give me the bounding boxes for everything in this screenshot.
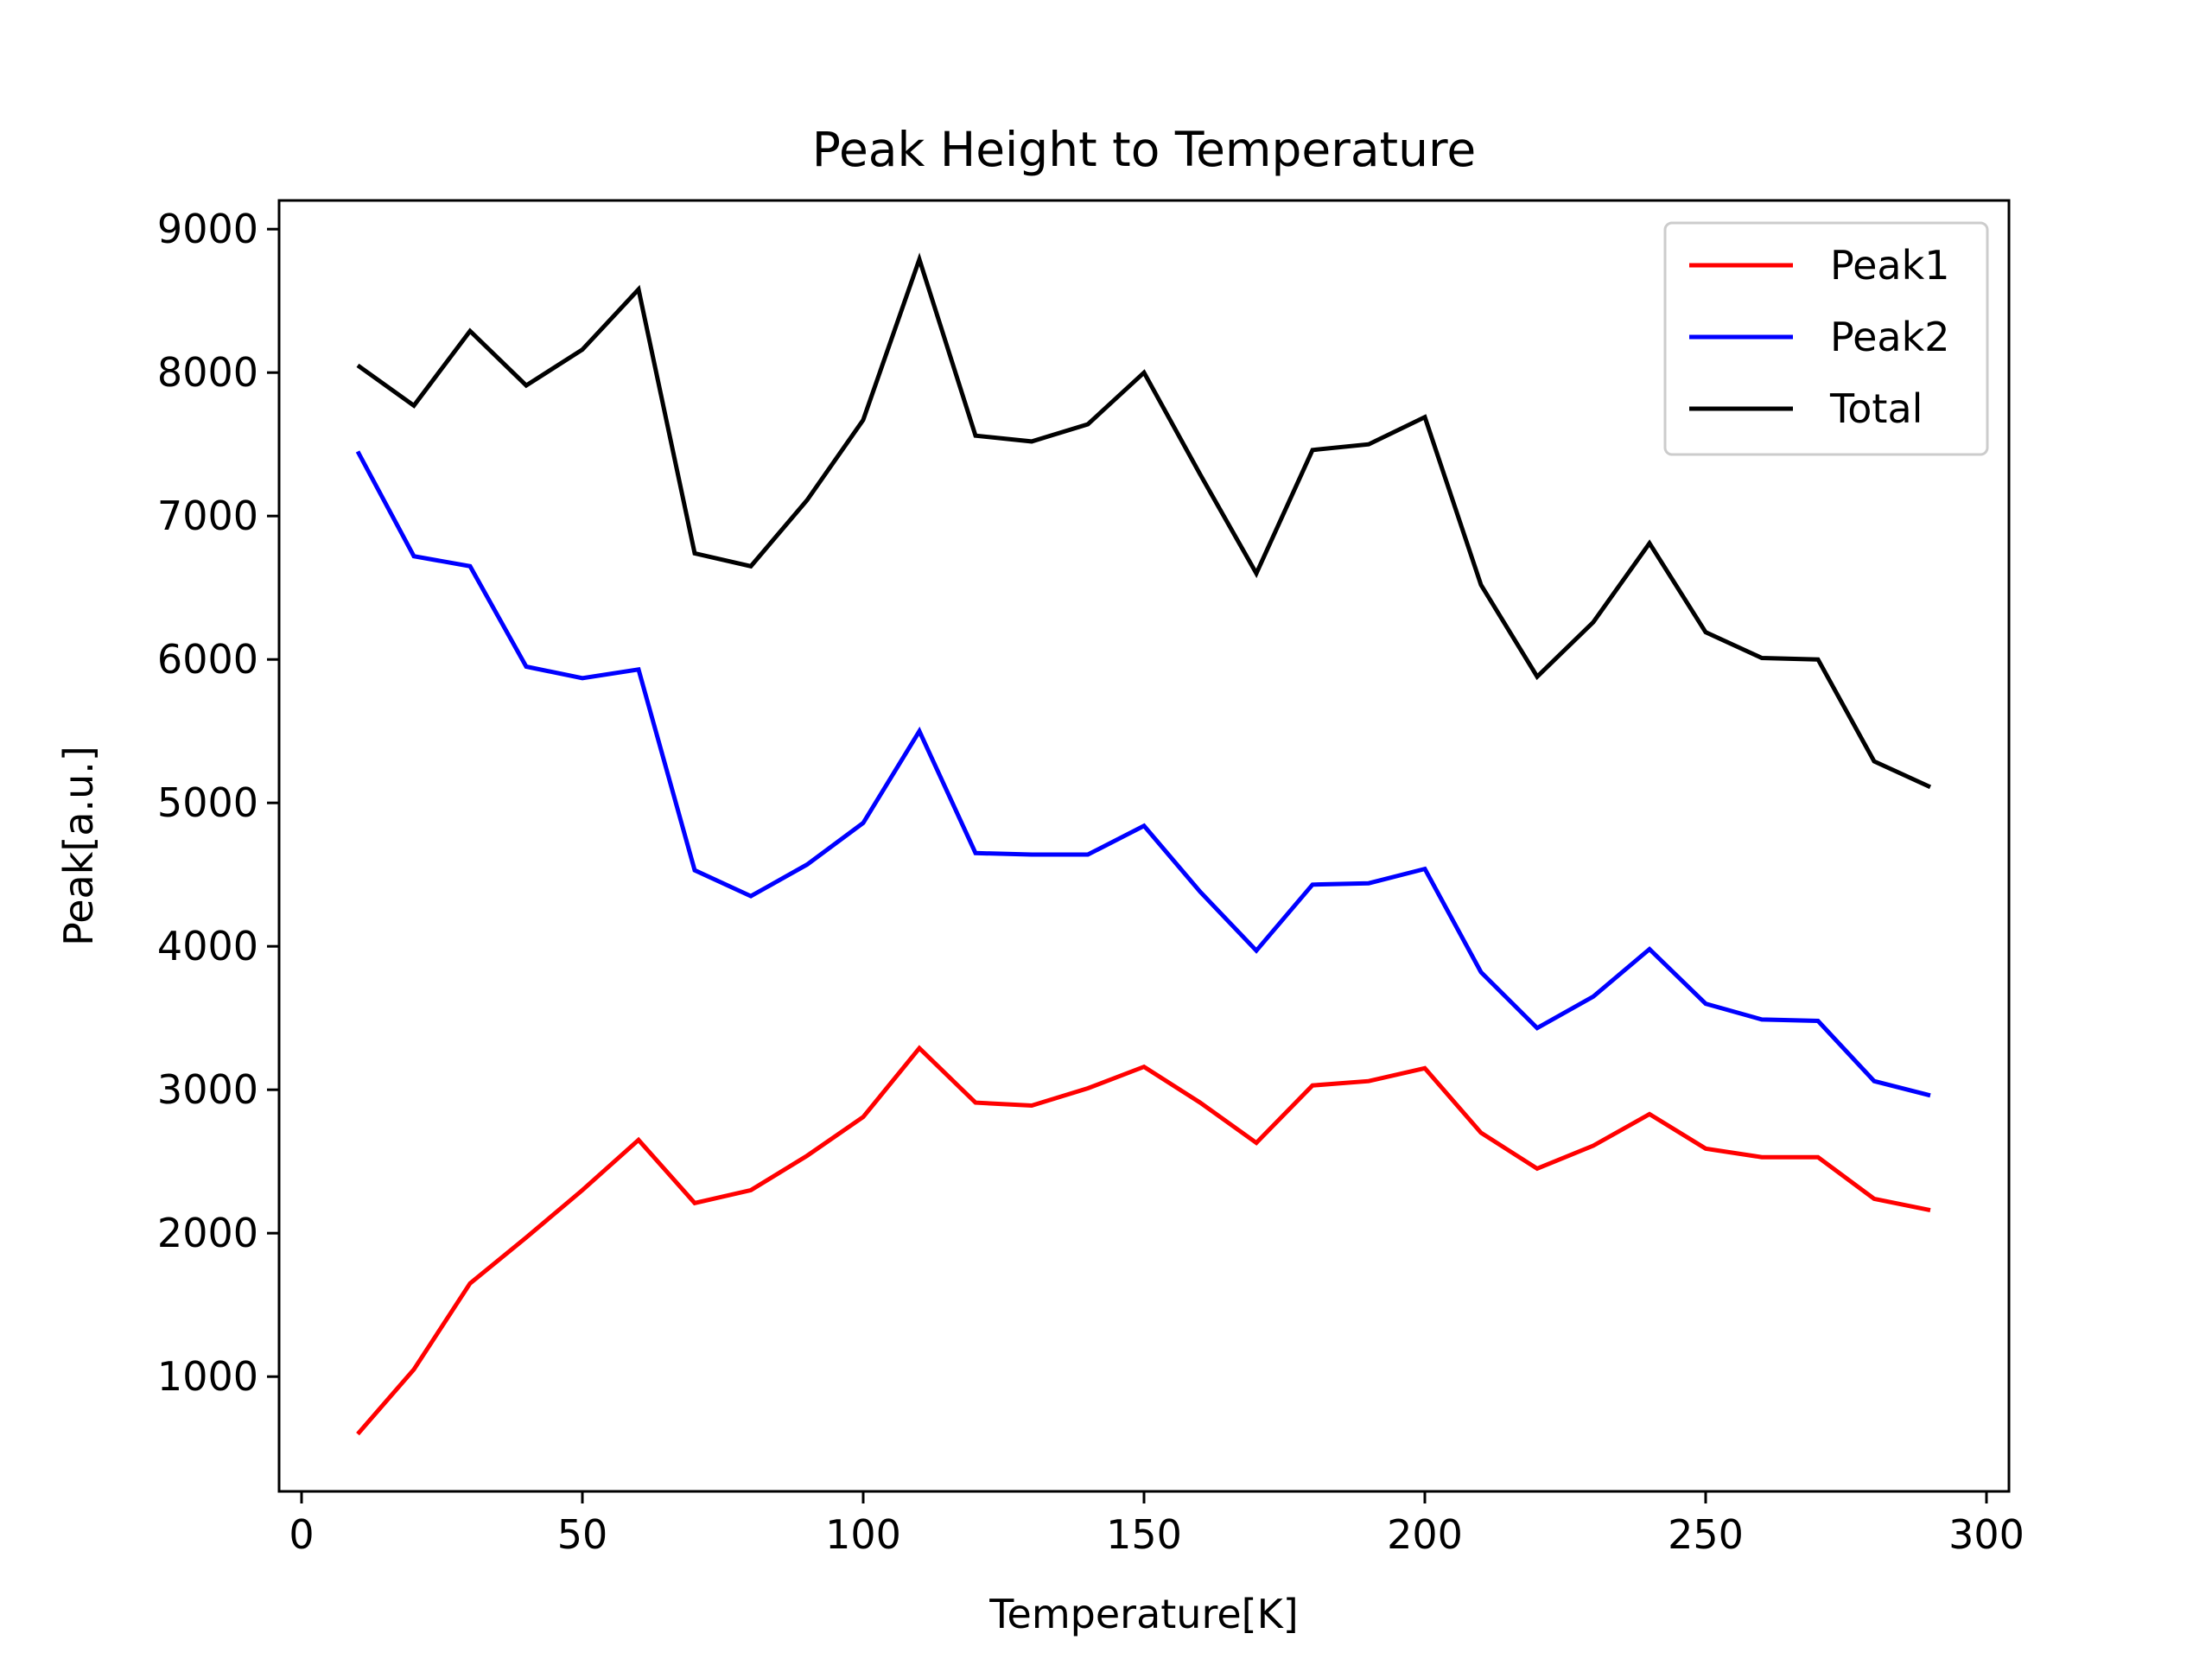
series-line-peak1 [356, 1045, 1931, 1436]
x-tick-label: 50 [557, 1511, 608, 1558]
legend-items: Peak1 Peak2 Total [1689, 242, 1950, 432]
y-tick-label: 5000 [157, 779, 258, 826]
plot-area-frame [277, 199, 2011, 1493]
legend: Peak1 Peak2 Total [1663, 221, 1989, 456]
y-tick-label: 6000 [157, 636, 258, 683]
x-tick-label: 200 [1387, 1511, 1463, 1558]
series-line-total [356, 252, 1932, 790]
chart-title: Peak Height to Temperature [812, 122, 1476, 177]
x-axis-label: Temperature[K] [988, 1591, 1298, 1637]
x-axis-ticks: 0 50 100 150 200 250 300 [289, 1491, 2024, 1558]
plot-series [355, 252, 1932, 1436]
legend-box [1663, 221, 1989, 456]
legend-label-peak2: Peak2 [1830, 314, 1950, 360]
y-axis-label: Peak[a.u.] [55, 746, 102, 946]
x-tick-label: 250 [1668, 1511, 1744, 1558]
y-tick-label: 2000 [157, 1210, 258, 1256]
y-tick-label: 1000 [157, 1353, 258, 1400]
x-tick-label: 100 [825, 1511, 901, 1558]
legend-label-total: Total [1829, 385, 1923, 432]
x-tick-label: 150 [1106, 1511, 1182, 1558]
y-tick-label: 9000 [157, 206, 258, 252]
y-axis-ticks: 1000 2000 3000 4000 5000 6000 7000 8000 9000 [157, 206, 279, 1400]
y-tick-label: 4000 [157, 923, 258, 969]
x-tick-label: 300 [1948, 1511, 2024, 1558]
y-tick-label: 8000 [157, 349, 258, 396]
y-tick-label: 7000 [157, 493, 258, 539]
x-tick-label: 0 [289, 1511, 314, 1558]
legend-label-peak1: Peak1 [1830, 242, 1950, 289]
series-line-peak2 [355, 450, 1931, 1098]
y-tick-label: 3000 [157, 1066, 258, 1113]
